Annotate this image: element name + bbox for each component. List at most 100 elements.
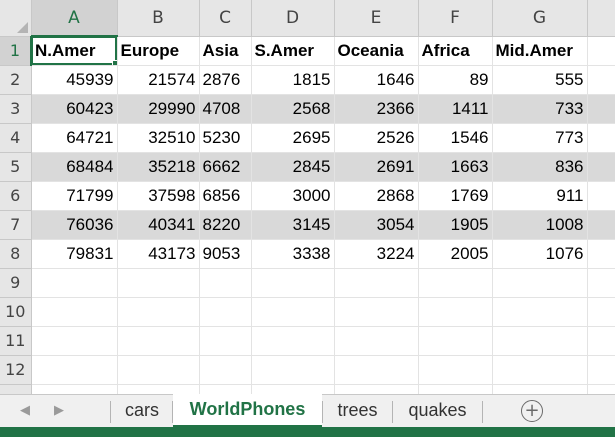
cell-h7[interactable] — [587, 210, 615, 240]
cell-c5[interactable]: 6662 — [199, 152, 252, 182]
sheet-tab-cars[interactable]: cars — [124, 400, 159, 420]
row-header-10[interactable]: 10 — [0, 297, 32, 327]
cell-h2[interactable] — [587, 65, 615, 95]
cell-d6[interactable]: 3000 — [251, 181, 335, 211]
cell-g12[interactable] — [492, 355, 588, 385]
cell-f1[interactable]: Africa — [418, 36, 493, 66]
cell-c1[interactable]: Asia — [199, 36, 252, 66]
cell-h1[interactable] — [587, 36, 615, 66]
column-header-g[interactable]: G — [492, 0, 588, 37]
cell-c11[interactable] — [199, 326, 252, 356]
cell-e4[interactable]: 2526 — [334, 123, 419, 153]
cell-e3[interactable]: 2366 — [334, 94, 419, 124]
cell-b7[interactable]: 40341 — [117, 210, 200, 240]
cell-g9[interactable] — [492, 268, 588, 298]
cell-b2[interactable]: 21574 — [117, 65, 200, 95]
cell-h8[interactable] — [587, 239, 615, 269]
cell-a10[interactable] — [31, 297, 118, 327]
row-header-2[interactable]: 2 — [0, 65, 32, 95]
cell-g8[interactable]: 1076 — [492, 239, 588, 269]
fill-handle[interactable] — [111, 59, 116, 64]
cell-a4[interactable]: 64721 — [31, 123, 118, 153]
cell-b4[interactable]: 32510 — [117, 123, 200, 153]
cell-f9[interactable] — [418, 268, 493, 298]
cell-b5[interactable]: 35218 — [117, 152, 200, 182]
select-all-corner[interactable] — [0, 0, 32, 37]
row-header-12[interactable]: 12 — [0, 355, 32, 385]
cell-g11[interactable] — [492, 326, 588, 356]
column-header-d[interactable]: D — [251, 0, 335, 37]
cell-g3[interactable]: 733 — [492, 94, 588, 124]
cell-b1[interactable]: Europe — [117, 36, 200, 66]
cell-h5[interactable] — [587, 152, 615, 182]
cell-c4[interactable]: 5230 — [199, 123, 252, 153]
cell-d12[interactable] — [251, 355, 335, 385]
column-header-e[interactable]: E — [334, 0, 419, 37]
row-header-8[interactable]: 8 — [0, 239, 32, 269]
cell-b11[interactable] — [117, 326, 200, 356]
cell-b3[interactable]: 29990 — [117, 94, 200, 124]
row-header-1[interactable]: 1 — [0, 36, 32, 66]
cell-g2[interactable]: 555 — [492, 65, 588, 95]
cell-b12[interactable] — [117, 355, 200, 385]
cell-a11[interactable] — [31, 326, 118, 356]
cell-e1[interactable]: Oceania — [334, 36, 419, 66]
cell-f10[interactable] — [418, 297, 493, 327]
column-header-b[interactable]: B — [117, 0, 200, 37]
cell-g4[interactable]: 773 — [492, 123, 588, 153]
column-header-c[interactable]: C — [199, 0, 252, 37]
cell-c7[interactable]: 8220 — [199, 210, 252, 240]
cell-d5[interactable]: 2845 — [251, 152, 335, 182]
cell-d3[interactable]: 2568 — [251, 94, 335, 124]
cell-h10[interactable] — [587, 297, 615, 327]
cell-a9[interactable] — [31, 268, 118, 298]
column-header-f[interactable]: F — [418, 0, 493, 37]
cell-e10[interactable] — [334, 297, 419, 327]
cell-d8[interactable]: 3338 — [251, 239, 335, 269]
cell-c6[interactable]: 6856 — [199, 181, 252, 211]
cell-f8[interactable]: 2005 — [418, 239, 493, 269]
cell-a2[interactable]: 45939 — [31, 65, 118, 95]
cell-a12[interactable] — [31, 355, 118, 385]
row-header-6[interactable]: 6 — [0, 181, 32, 211]
row-header-5[interactable]: 5 — [0, 152, 32, 182]
cell-d11[interactable] — [251, 326, 335, 356]
cell-f5[interactable]: 1663 — [418, 152, 493, 182]
cell-c10[interactable] — [199, 297, 252, 327]
cell-a8[interactable]: 79831 — [31, 239, 118, 269]
row-header-3[interactable]: 3 — [0, 94, 32, 124]
cell-c2[interactable]: 2876 — [199, 65, 252, 95]
cell-e7[interactable]: 3054 — [334, 210, 419, 240]
cell-f11[interactable] — [418, 326, 493, 356]
cell-b6[interactable]: 37598 — [117, 181, 200, 211]
cell-f6[interactable]: 1769 — [418, 181, 493, 211]
cell-h12[interactable] — [587, 355, 615, 385]
cell-h11[interactable] — [587, 326, 615, 356]
cell-f2[interactable]: 89 — [418, 65, 493, 95]
sheet-tab-quakes[interactable]: quakes — [408, 400, 467, 420]
cell-c12[interactable] — [199, 355, 252, 385]
cell-e2[interactable]: 1646 — [334, 65, 419, 95]
cell-a3[interactable]: 60423 — [31, 94, 118, 124]
cell-g5[interactable]: 836 — [492, 152, 588, 182]
cell-c3[interactable]: 4708 — [199, 94, 252, 124]
next-sheet-icon[interactable]: ▶ — [54, 402, 64, 417]
cell-b10[interactable] — [117, 297, 200, 327]
row-header-7[interactable]: 7 — [0, 210, 32, 240]
sheet-tab-trees[interactable]: trees — [337, 400, 378, 420]
cell-g6[interactable]: 911 — [492, 181, 588, 211]
cell-f7[interactable]: 1905 — [418, 210, 493, 240]
cell-d4[interactable]: 2695 — [251, 123, 335, 153]
cell-g7[interactable]: 1008 — [492, 210, 588, 240]
cell-g1[interactable]: Mid.Amer — [492, 36, 588, 66]
cell-h3[interactable] — [587, 94, 615, 124]
prev-sheet-icon[interactable]: ◀ — [20, 402, 30, 417]
column-header-h-partial[interactable] — [587, 0, 615, 37]
cell-f12[interactable] — [418, 355, 493, 385]
cell-e11[interactable] — [334, 326, 419, 356]
cell-e12[interactable] — [334, 355, 419, 385]
cell-h4[interactable] — [587, 123, 615, 153]
cell-d2[interactable]: 1815 — [251, 65, 335, 95]
cell-d7[interactable]: 3145 — [251, 210, 335, 240]
cell-c9[interactable] — [199, 268, 252, 298]
